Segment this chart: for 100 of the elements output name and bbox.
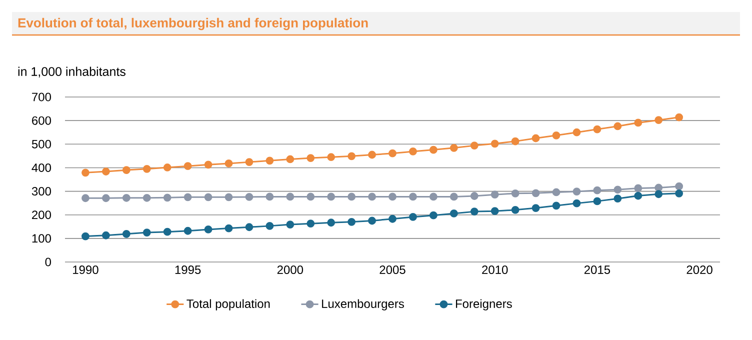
point (450, 144, 458, 152)
y-tick-label: 700 (32, 92, 51, 102)
x-tick-label: 2010 (482, 266, 508, 274)
point (306, 220, 315, 228)
point (122, 194, 130, 202)
point (142, 194, 151, 202)
y-tick-label: 600 (32, 116, 51, 125)
point (675, 189, 684, 198)
point (184, 193, 192, 202)
legend-label: Total population (186, 299, 270, 310)
x-tick-label: 2020 (686, 266, 712, 274)
y-axis-title: in 1,000 inhabitants (18, 66, 126, 78)
point (184, 226, 192, 235)
point (654, 184, 663, 192)
point (368, 192, 376, 201)
x-tick-label: 2000 (277, 266, 304, 274)
y-tick-label: 300 (32, 187, 51, 196)
point (327, 192, 336, 201)
point (224, 224, 233, 232)
point (388, 149, 396, 158)
point (409, 213, 417, 221)
point (634, 118, 642, 127)
point (409, 148, 417, 156)
point (184, 162, 192, 170)
point (634, 192, 642, 200)
point (388, 214, 396, 223)
point (654, 190, 663, 198)
point (348, 218, 356, 226)
point (204, 226, 212, 234)
point (572, 199, 581, 208)
point (470, 208, 478, 216)
point (82, 168, 90, 177)
point (450, 192, 458, 201)
point (224, 160, 233, 168)
y-tick-label: 200 (32, 210, 51, 220)
point (142, 228, 151, 236)
point (286, 192, 294, 201)
point (348, 192, 356, 201)
point (470, 192, 478, 200)
point (429, 146, 438, 154)
point (593, 197, 602, 206)
point (470, 142, 478, 150)
point (163, 164, 172, 172)
point (327, 153, 336, 162)
point (245, 223, 254, 232)
point (163, 228, 172, 236)
point (450, 209, 458, 218)
y-tick-label: 100 (32, 234, 51, 243)
point (82, 194, 90, 202)
point (82, 232, 90, 240)
point (245, 158, 254, 166)
point (266, 192, 274, 201)
point (266, 156, 274, 165)
point (511, 189, 520, 198)
x-tick-label: 1990 (73, 266, 98, 274)
point (532, 204, 540, 212)
point (552, 202, 560, 210)
point (163, 194, 172, 202)
legend-label: Luxembourgers (322, 299, 404, 310)
point (429, 192, 438, 201)
point (224, 193, 233, 202)
point (490, 140, 499, 148)
point (204, 193, 212, 202)
point (614, 186, 622, 194)
point (654, 116, 663, 124)
point (102, 168, 110, 176)
point (532, 134, 540, 142)
point (490, 190, 499, 199)
y-tick-label: 400 (32, 163, 51, 172)
y-tick-label: 500 (32, 140, 51, 148)
point (266, 222, 274, 230)
x-tick-label: 1995 (175, 266, 201, 274)
x-tick-label: 2005 (380, 266, 406, 274)
point (409, 192, 417, 201)
point (429, 211, 438, 220)
point (348, 152, 356, 160)
point (511, 206, 520, 214)
x-tick-label: 2015 (584, 266, 610, 274)
point (532, 189, 540, 198)
point (552, 131, 560, 140)
point (593, 125, 602, 134)
point (368, 150, 376, 159)
point (286, 155, 294, 164)
point (122, 166, 130, 174)
point (306, 154, 315, 162)
chart-title: Evolution of total, luxembourgish and foreign population (18, 18, 368, 30)
point (675, 182, 684, 190)
point (675, 113, 684, 122)
point (614, 194, 622, 203)
point (511, 137, 520, 146)
point (122, 230, 130, 238)
point (572, 188, 581, 196)
point (102, 194, 110, 202)
point (204, 160, 212, 169)
point (634, 184, 642, 192)
y-tick-label: 0 (45, 258, 52, 266)
point (368, 216, 376, 225)
point (614, 122, 622, 130)
point (245, 192, 254, 201)
point (306, 192, 315, 201)
